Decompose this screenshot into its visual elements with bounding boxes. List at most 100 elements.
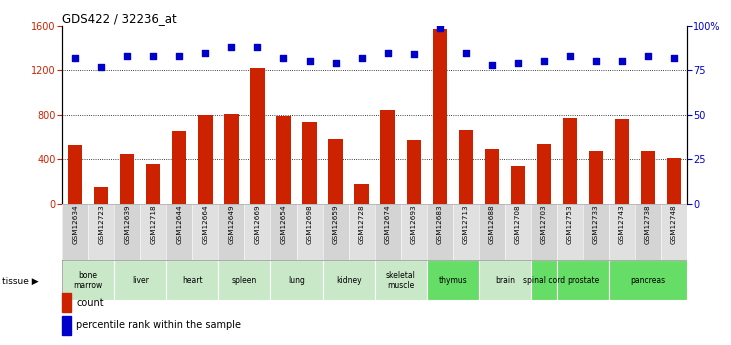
Text: bone
marrow: bone marrow: [74, 270, 103, 290]
Bar: [328, 139, 343, 204]
Bar: [244, 204, 270, 260]
Text: GSM12743: GSM12743: [619, 205, 625, 244]
Bar: [667, 158, 681, 204]
Bar: [531, 260, 557, 300]
Text: GSM12669: GSM12669: [254, 205, 260, 244]
Bar: [322, 260, 374, 300]
Text: GSM12733: GSM12733: [593, 205, 599, 244]
Text: spleen: spleen: [232, 276, 257, 285]
Bar: [458, 130, 473, 204]
Text: GSM12683: GSM12683: [436, 205, 443, 244]
Text: GSM12703: GSM12703: [541, 205, 547, 244]
Point: [564, 53, 576, 59]
Bar: [146, 164, 160, 204]
Bar: [557, 204, 583, 260]
Text: GSM12708: GSM12708: [515, 205, 521, 244]
Bar: [557, 260, 609, 300]
Bar: [198, 115, 213, 204]
Bar: [62, 260, 114, 300]
Bar: [276, 116, 291, 204]
Point: [226, 45, 238, 50]
Text: GSM12728: GSM12728: [359, 205, 365, 244]
Text: GSM12753: GSM12753: [567, 205, 573, 244]
Point: [356, 55, 368, 61]
Text: GSM12718: GSM12718: [151, 205, 156, 244]
Point: [486, 62, 498, 68]
Text: thymus: thymus: [439, 276, 467, 285]
Text: skeletal
muscle: skeletal muscle: [386, 270, 416, 290]
Bar: [62, 204, 88, 260]
Point: [148, 53, 159, 59]
Point: [590, 59, 602, 64]
Text: count: count: [76, 298, 104, 308]
Bar: [583, 204, 609, 260]
Text: GSM12688: GSM12688: [489, 205, 495, 244]
Point: [200, 50, 211, 55]
Text: GSM12644: GSM12644: [176, 205, 182, 244]
Text: GSM12654: GSM12654: [281, 205, 287, 244]
Point: [668, 55, 680, 61]
Text: lung: lung: [288, 276, 305, 285]
Text: spinal cord: spinal cord: [523, 276, 565, 285]
Text: GSM12738: GSM12738: [645, 205, 651, 244]
Bar: [427, 204, 452, 260]
Bar: [661, 204, 687, 260]
Bar: [381, 110, 395, 204]
Text: heart: heart: [182, 276, 202, 285]
Bar: [114, 260, 167, 300]
Bar: [167, 260, 219, 300]
Point: [643, 53, 654, 59]
Bar: [322, 204, 349, 260]
Text: percentile rank within the sample: percentile rank within the sample: [76, 320, 241, 330]
Point: [460, 50, 471, 55]
Text: GSM12659: GSM12659: [333, 205, 338, 244]
Text: GDS422 / 32236_at: GDS422 / 32236_at: [62, 12, 177, 25]
Bar: [68, 145, 83, 204]
Bar: [250, 68, 265, 204]
Point: [538, 59, 550, 64]
Bar: [192, 204, 219, 260]
Point: [251, 45, 263, 50]
Text: pancreas: pancreas: [631, 276, 666, 285]
Point: [616, 59, 628, 64]
Point: [408, 51, 420, 57]
Bar: [641, 151, 655, 204]
Bar: [355, 184, 368, 204]
Bar: [219, 204, 244, 260]
Text: GSM12723: GSM12723: [98, 205, 105, 244]
Bar: [219, 260, 270, 300]
Bar: [505, 204, 531, 260]
Point: [434, 25, 446, 30]
Bar: [120, 154, 135, 204]
Bar: [479, 260, 531, 300]
Text: GSM12693: GSM12693: [411, 205, 417, 244]
Bar: [433, 29, 447, 204]
Bar: [401, 204, 427, 260]
Bar: [589, 151, 603, 204]
Bar: [452, 204, 479, 260]
Bar: [427, 260, 479, 300]
Bar: [224, 114, 238, 204]
Text: GSM12664: GSM12664: [202, 205, 208, 244]
Text: GSM12634: GSM12634: [72, 205, 78, 244]
Text: GSM12713: GSM12713: [463, 205, 469, 244]
Bar: [479, 204, 505, 260]
Text: GSM12674: GSM12674: [385, 205, 390, 244]
Point: [330, 60, 341, 66]
Bar: [609, 204, 635, 260]
Text: GSM12649: GSM12649: [228, 205, 235, 244]
Text: GSM12639: GSM12639: [124, 205, 130, 244]
Point: [512, 60, 523, 66]
Text: brain: brain: [495, 276, 515, 285]
Text: prostate: prostate: [567, 276, 599, 285]
Bar: [609, 260, 687, 300]
Text: kidney: kidney: [336, 276, 361, 285]
Point: [173, 53, 185, 59]
Bar: [114, 204, 140, 260]
Bar: [140, 204, 167, 260]
Bar: [94, 187, 108, 204]
Text: GSM12698: GSM12698: [306, 205, 313, 244]
Bar: [635, 204, 661, 260]
Text: GSM12748: GSM12748: [671, 205, 677, 244]
Bar: [615, 119, 629, 204]
